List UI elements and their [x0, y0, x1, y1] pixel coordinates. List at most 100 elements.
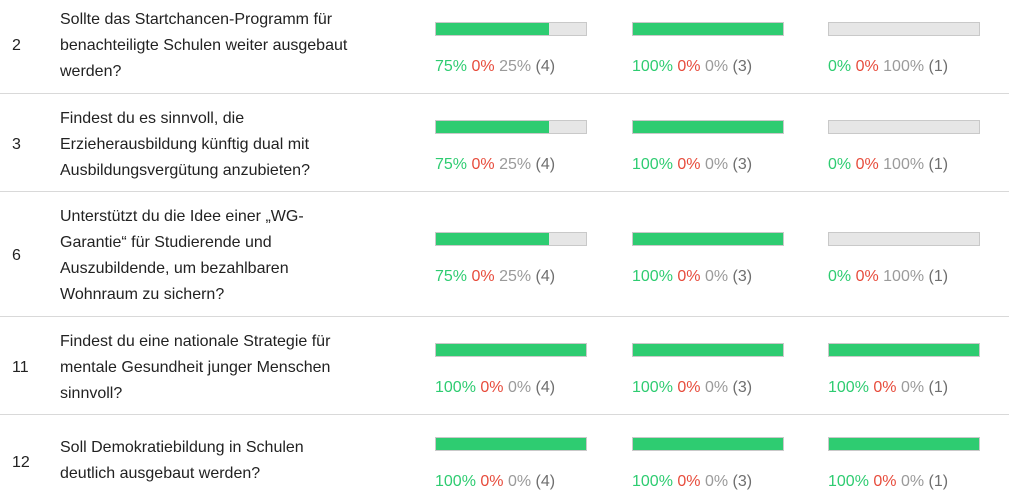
- progress-fill: [436, 344, 586, 356]
- vote-count: (1): [928, 156, 949, 173]
- yes-percent: 100%: [435, 473, 476, 490]
- abstain-percent: 100%: [883, 58, 925, 75]
- vote-count: (1): [928, 268, 949, 285]
- vote-count: (3): [732, 268, 753, 285]
- yes-percent: 100%: [828, 473, 869, 490]
- question-text: Soll Demokratiebildung in Schulen deutli…: [60, 439, 304, 482]
- yes-percent: 75%: [435, 156, 468, 173]
- abstain-percent: 0%: [704, 379, 729, 396]
- abstain-percent: 0%: [507, 379, 532, 396]
- no-percent: 0%: [677, 473, 701, 490]
- yes-percent: 0%: [828, 156, 852, 173]
- result-stats: 100% 0% 0% (3): [632, 379, 752, 397]
- abstain-percent: 0%: [704, 473, 729, 490]
- yes-percent: 100%: [632, 379, 673, 396]
- no-percent: 0%: [471, 156, 495, 173]
- progress-bar: [828, 120, 980, 134]
- no-percent: 0%: [677, 58, 701, 75]
- vote-count: (1): [928, 473, 949, 490]
- abstain-percent: 0%: [704, 156, 729, 173]
- abstain-percent: 100%: [883, 156, 925, 173]
- progress-bar: [632, 437, 784, 451]
- no-percent: 0%: [873, 473, 897, 490]
- abstain-percent: 25%: [499, 268, 532, 285]
- vote-count: (3): [732, 473, 753, 490]
- abstain-percent: 0%: [507, 473, 532, 490]
- question-text: Findest du es sinnvoll, die Erzieherausb…: [60, 110, 310, 179]
- vote-count: (1): [928, 379, 949, 396]
- result-stats: 100% 0% 0% (3): [632, 156, 752, 174]
- yes-percent: 100%: [632, 156, 673, 173]
- vote-count: (4): [535, 268, 556, 285]
- vote-count: (3): [732, 379, 753, 396]
- progress-bar: [435, 120, 587, 134]
- progress-bar: [435, 437, 587, 451]
- result-stats: 100% 0% 0% (4): [435, 379, 555, 397]
- abstain-percent: 0%: [704, 58, 729, 75]
- question-text: Unterstützt du die Idee einer „WG-Garant…: [60, 208, 304, 303]
- result-stats: 100% 0% 0% (1): [828, 379, 948, 397]
- progress-fill: [829, 438, 979, 450]
- yes-percent: 100%: [435, 379, 476, 396]
- row-number: 11: [12, 359, 29, 376]
- vote-count: (3): [732, 156, 753, 173]
- row-number: 3: [12, 136, 21, 153]
- table-row: 11 Findest du eine nationale Strategie f…: [0, 317, 1009, 415]
- yes-percent: 0%: [828, 268, 852, 285]
- vote-count: (1): [928, 58, 949, 75]
- result-stats: 100% 0% 0% (3): [632, 268, 752, 286]
- abstain-percent: 0%: [900, 379, 925, 396]
- yes-percent: 100%: [632, 473, 673, 490]
- progress-fill: [633, 121, 783, 133]
- result-stats: 100% 0% 0% (1): [828, 473, 948, 491]
- abstain-percent: 25%: [499, 58, 532, 75]
- yes-percent: 0%: [828, 58, 852, 75]
- no-percent: 0%: [480, 473, 504, 490]
- table-row: 2 Sollte das Startchancen-Programm für b…: [0, 0, 1009, 94]
- progress-bar: [632, 120, 784, 134]
- progress-bar: [828, 437, 980, 451]
- progress-bar: [828, 343, 980, 357]
- progress-fill: [633, 23, 783, 35]
- question-text: Findest du eine nationale Strategie für …: [60, 333, 331, 402]
- row-number: 2: [12, 37, 21, 54]
- progress-bar: [435, 343, 587, 357]
- result-stats: 75% 0% 25% (4): [435, 268, 555, 286]
- result-stats: 100% 0% 0% (3): [632, 473, 752, 491]
- result-stats: 0% 0% 100% (1): [828, 156, 948, 174]
- no-percent: 0%: [471, 58, 495, 75]
- yes-percent: 75%: [435, 58, 468, 75]
- result-stats: 100% 0% 0% (3): [632, 58, 752, 76]
- question-text: Sollte das Startchancen-Programm für ben…: [60, 11, 348, 80]
- progress-fill: [633, 344, 783, 356]
- abstain-percent: 0%: [900, 473, 925, 490]
- result-stats: 75% 0% 25% (4): [435, 58, 555, 76]
- no-percent: 0%: [855, 58, 879, 75]
- abstain-percent: 25%: [499, 156, 532, 173]
- progress-fill: [436, 438, 586, 450]
- yes-percent: 100%: [828, 379, 869, 396]
- table-row: 6 Unterstützt du die Idee einer „WG-Gara…: [0, 192, 1009, 317]
- progress-fill: [633, 233, 783, 245]
- progress-bar: [632, 343, 784, 357]
- yes-percent: 100%: [632, 58, 673, 75]
- result-stats: 75% 0% 25% (4): [435, 156, 555, 174]
- progress-fill: [436, 23, 549, 35]
- no-percent: 0%: [677, 379, 701, 396]
- vote-count: (4): [535, 473, 556, 490]
- progress-bar: [632, 22, 784, 36]
- progress-fill: [829, 344, 979, 356]
- no-percent: 0%: [677, 156, 701, 173]
- progress-bar: [435, 232, 587, 246]
- no-percent: 0%: [480, 379, 504, 396]
- progress-fill: [633, 438, 783, 450]
- vote-count: (4): [535, 379, 556, 396]
- abstain-percent: 0%: [704, 268, 729, 285]
- yes-percent: 100%: [632, 268, 673, 285]
- vote-count: (4): [535, 156, 556, 173]
- no-percent: 0%: [855, 268, 879, 285]
- table-row: 3 Findest du es sinnvoll, die Erzieherau…: [0, 94, 1009, 192]
- progress-fill: [436, 233, 549, 245]
- vote-count: (3): [732, 58, 753, 75]
